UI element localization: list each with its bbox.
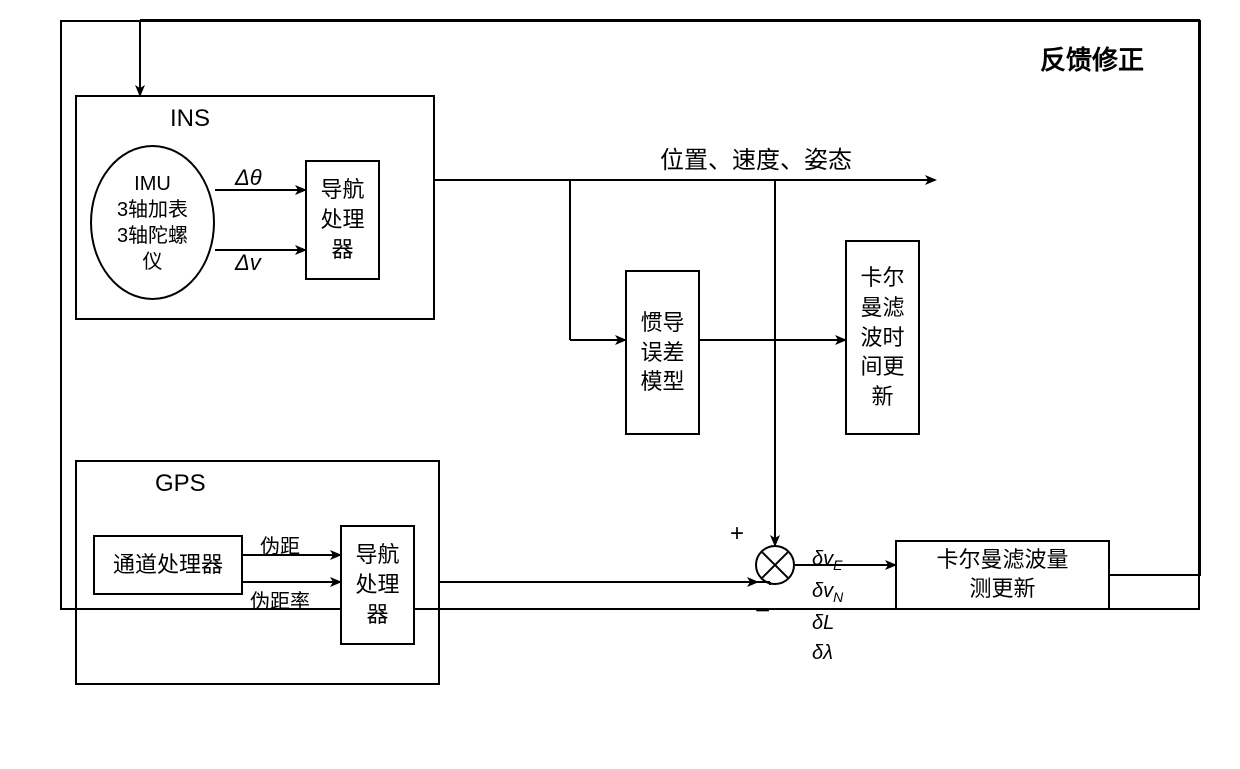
minus-sign: − [755,595,770,626]
imu-label: IMU 3轴加表 3轴陀螺 仪 [113,167,192,279]
output-signals-label: 位置、速度、姿态 [660,140,852,175]
kf-measurement-update: 卡尔曼滤波量 测更新 [895,540,1110,610]
pseudo-range-rate-label: 伪距率 [250,585,310,614]
kf-time-update: 卡尔 曼滤 波时 间更 新 [845,240,920,435]
imu-ellipse: IMU 3轴加表 3轴陀螺 仪 [90,145,215,300]
channel-processor-label: 通道处理器 [109,547,227,584]
summing-junction [755,545,795,585]
ins-nav-processor-label: 导航 处理 器 [320,175,364,264]
feedback-title: 反馈修正 [1040,40,1144,77]
delta-vE-label: δvE [812,548,842,573]
delta-lambda-label: δλ [812,642,833,665]
ins-error-model-label: 惯导 误差 模型 [640,308,684,397]
gps-group-label: GPS [155,470,206,498]
delta-v-label: Δv [235,250,261,276]
channel-processor: 通道处理器 [93,535,243,595]
ins-group-label: INS [170,105,210,133]
ins-nav-processor: 导航 处理 器 [305,160,380,280]
gps-nav-processor: 导航 处理 器 [340,525,415,645]
kf-time-update-label: 卡尔 曼滤 波时 间更 新 [860,263,904,411]
pseudo-range-label: 伪距 [260,530,300,559]
ins-error-model: 惯导 误差 模型 [625,270,700,435]
delta-L-label: δL [812,612,834,635]
kf-measurement-update-label: 卡尔曼滤波量 测更新 [932,542,1072,607]
plus-sign: + [730,520,744,548]
gps-nav-processor-label: 导航 处理 器 [355,540,399,629]
delta-theta-label: Δθ [235,165,262,191]
delta-vN-label: δvN [812,580,843,605]
